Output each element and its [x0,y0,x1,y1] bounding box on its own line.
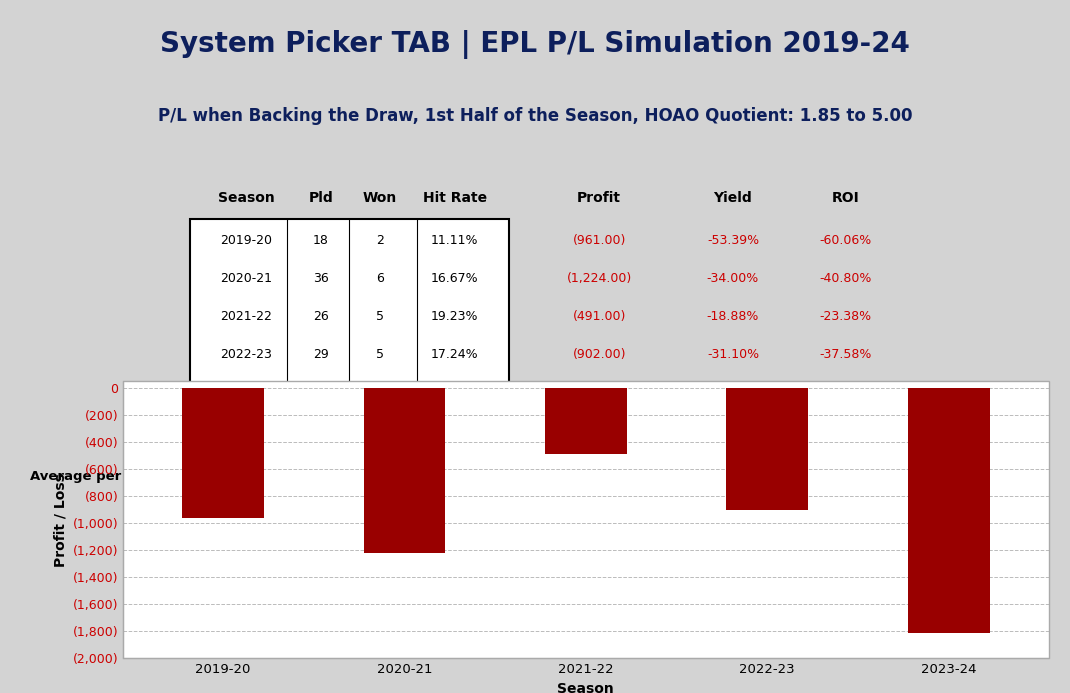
Text: Won: Won [363,191,397,205]
Text: 19.23%: 19.23% [431,310,478,323]
Text: -60.06%: -60.06% [820,234,871,247]
Text: 14.29%: 14.29% [426,469,484,484]
Text: -60.53%: -60.53% [707,386,759,399]
Text: 4: 4 [374,469,385,484]
Text: 6: 6 [376,272,384,285]
Text: -38.53%: -38.53% [701,469,765,484]
Text: -67.26%: -67.26% [820,386,871,399]
Text: -34.00%: -34.00% [707,272,759,285]
Text: (5,394.00): (5,394.00) [566,424,632,437]
Text: (1,224.00): (1,224.00) [567,272,631,285]
Text: -44.95%: -44.95% [813,469,877,484]
Text: (902.00): (902.00) [572,348,626,361]
Text: 2: 2 [376,234,384,247]
Bar [364,388,445,554]
Text: 5: 5 [376,348,384,361]
Bar [908,388,990,633]
Bar [545,388,627,455]
Text: 21: 21 [372,424,387,437]
Text: 2021-22: 2021-22 [220,310,272,323]
Text: P/L when Backing the Draw, 1st Half of the Season, HOAO Quotient: 1.85 to 5.00: P/L when Backing the Draw, 1st Half of t… [157,107,913,125]
Text: 2023-24: 2023-24 [220,386,272,399]
Bar [727,388,808,510]
Text: 2019-20: 2019-20 [220,234,272,247]
Text: 29: 29 [314,348,328,361]
Text: 16.67%: 16.67% [431,272,478,285]
Text: 36: 36 [314,272,328,285]
Text: (491.00): (491.00) [572,310,626,323]
Text: 10.00%: 10.00% [431,386,478,399]
Text: -53.39%: -53.39% [707,234,759,247]
Text: 26: 26 [314,310,328,323]
Text: -18.88%: -18.88% [707,310,759,323]
Text: (1,816.00): (1,816.00) [566,386,632,399]
Text: Hit Rate: Hit Rate [423,191,487,205]
Bar [182,388,263,518]
Text: 28: 28 [311,469,331,484]
Text: Average per season:: Average per season: [30,470,184,483]
X-axis label: Season: Season [557,682,614,693]
Text: Yield: Yield [714,191,752,205]
Text: -37.58%: -37.58% [820,348,871,361]
Text: Pld: Pld [308,191,334,205]
Text: -23.38%: -23.38% [820,310,871,323]
Text: 11.11%: 11.11% [431,234,478,247]
Text: ROI: ROI [831,191,859,205]
Text: (961.00): (961.00) [572,234,626,247]
Text: Profit: Profit [577,191,622,205]
Text: -40.80%: -40.80% [820,272,871,285]
Y-axis label: Profit / Loss: Profit / Loss [54,473,67,567]
Text: 3: 3 [376,386,384,399]
Text: 18: 18 [314,234,328,247]
Text: System Picker TAB | EPL P/L Simulation 2019-24: System Picker TAB | EPL P/L Simulation 2… [160,30,910,60]
Text: 2022-23: 2022-23 [220,348,272,361]
Text: 17.24%: 17.24% [431,348,478,361]
Text: 2020-21: 2020-21 [220,272,272,285]
Text: (1,078.80): (1,078.80) [559,469,640,484]
Text: 30: 30 [314,386,328,399]
Text: -31.10%: -31.10% [707,348,759,361]
Bar [190,219,509,410]
Text: 139: 139 [309,424,333,437]
Bar [190,458,509,495]
Text: Season: Season [217,191,275,205]
Text: 5: 5 [376,310,384,323]
